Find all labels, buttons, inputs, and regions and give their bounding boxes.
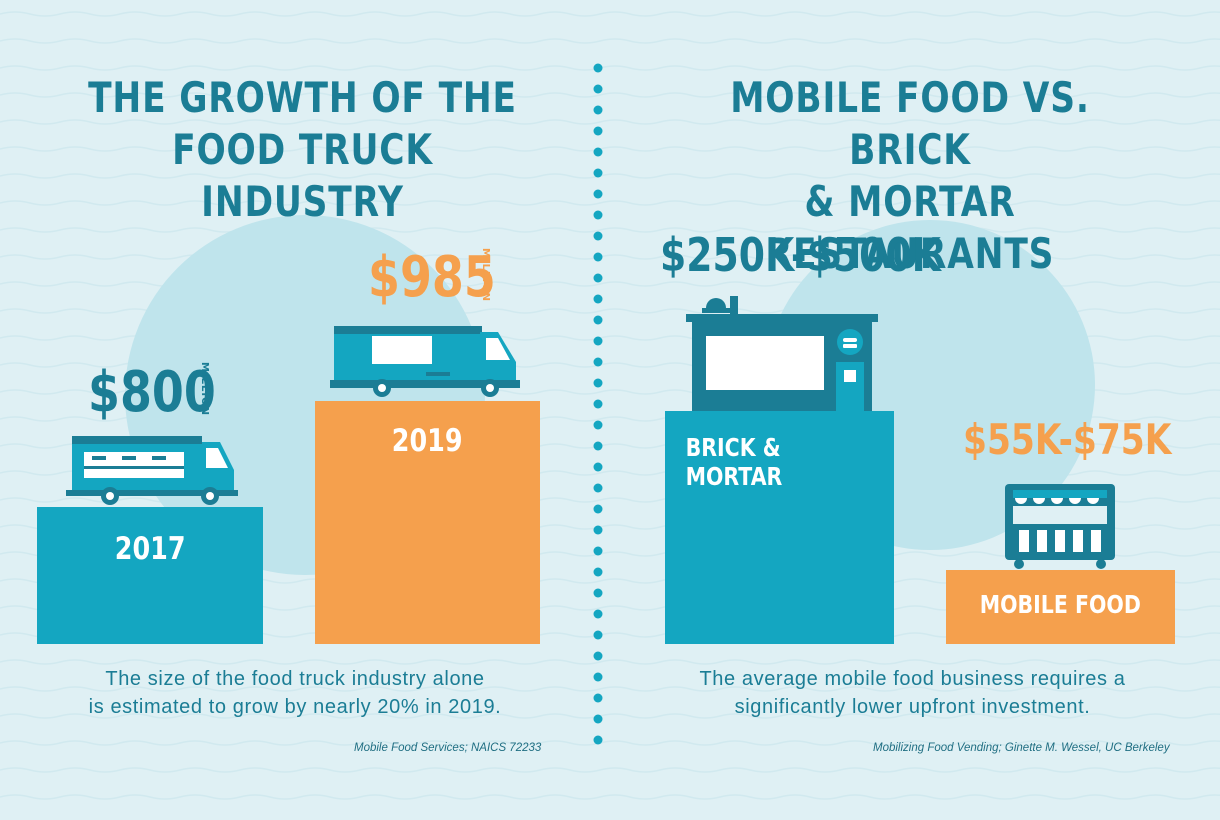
category-label-2019: 2019 bbox=[392, 423, 463, 459]
divider-dot bbox=[593, 567, 603, 577]
divider-dot bbox=[593, 504, 603, 514]
divider-dot bbox=[593, 84, 603, 94]
right-source: Mobilizing Food Vending; Ginette M. Wess… bbox=[873, 742, 1170, 754]
divider-dot bbox=[593, 483, 603, 493]
divider-dot bbox=[593, 420, 603, 430]
bar-2017: 2017 bbox=[37, 507, 263, 644]
wave-line bbox=[0, 794, 1220, 800]
divider-dot bbox=[593, 210, 603, 220]
divider-dot bbox=[593, 294, 603, 304]
wave-line bbox=[0, 200, 1220, 206]
category-label-2017: 2017 bbox=[114, 531, 186, 567]
divider-dot bbox=[593, 168, 603, 178]
wave-line bbox=[0, 686, 1220, 692]
divider-dot bbox=[593, 462, 603, 472]
divider-dot bbox=[593, 651, 603, 661]
divider-dot bbox=[593, 441, 603, 451]
divider-dot bbox=[593, 273, 603, 283]
wave-line bbox=[0, 65, 1220, 71]
unit-label-2019: MILLION bbox=[480, 248, 491, 303]
divider-dot bbox=[593, 378, 603, 388]
left-title: THE GROWTH OF THE FOOD TRUCK INDUSTRY bbox=[88, 73, 517, 226]
divider-dot bbox=[593, 546, 603, 556]
restaurant-building-icon bbox=[686, 296, 878, 412]
wave-line bbox=[0, 740, 1220, 746]
value-label-mobile-food: $55K-$75K bbox=[963, 415, 1172, 464]
divider-dot bbox=[593, 714, 603, 724]
divider-dot bbox=[593, 630, 603, 640]
divider-dot bbox=[593, 672, 603, 682]
wave-line bbox=[0, 92, 1220, 98]
value-label-brick-mortar: $250K-$500K bbox=[660, 228, 941, 282]
divider-dot bbox=[593, 126, 603, 136]
food-cart-icon bbox=[1005, 484, 1115, 569]
divider-dot bbox=[593, 63, 603, 73]
divider-dot bbox=[593, 357, 603, 367]
wave-line bbox=[0, 713, 1220, 719]
divider-dot bbox=[593, 609, 603, 619]
bar-brick-mortar: BRICK & MORTAR bbox=[665, 411, 894, 644]
category-label-mobile-food: MOBILE FOOD bbox=[979, 590, 1142, 619]
category-label-brick-mortar: BRICK & MORTAR bbox=[685, 433, 783, 491]
divider-dot bbox=[593, 252, 603, 262]
divider-dot bbox=[593, 315, 603, 325]
wave-line bbox=[0, 38, 1220, 44]
divider-dot bbox=[593, 189, 603, 199]
unit-label-2017: MILLION bbox=[199, 362, 210, 417]
wave-line bbox=[0, 146, 1220, 152]
divider-dot bbox=[593, 588, 603, 598]
left-caption: The size of the food truck industry alon… bbox=[88, 668, 502, 718]
divider-dot bbox=[593, 231, 603, 241]
wave-line bbox=[0, 173, 1220, 179]
right-title: MOBILE FOOD VS. BRICK & MORTAR RESTAURAN… bbox=[730, 73, 1090, 278]
dotted-divider bbox=[593, 63, 603, 745]
divider-dot bbox=[593, 336, 603, 346]
food-truck-icon bbox=[330, 326, 520, 397]
value-label-2019: $985 bbox=[368, 245, 496, 310]
divider-dot bbox=[593, 399, 603, 409]
wave-line bbox=[0, 767, 1220, 773]
bar-mobile-food: MOBILE FOOD bbox=[946, 570, 1175, 644]
divider-dot bbox=[593, 735, 603, 745]
divider-dot bbox=[593, 105, 603, 115]
wave-line bbox=[0, 227, 1220, 233]
value-label-2017: $800 bbox=[88, 360, 216, 425]
wave-line bbox=[0, 659, 1220, 665]
food-truck-icon bbox=[66, 436, 238, 505]
divider-dot bbox=[593, 525, 603, 535]
divider-dot bbox=[593, 147, 603, 157]
right-caption: The average mobile food business require… bbox=[699, 668, 1126, 718]
wave-line bbox=[0, 11, 1220, 17]
wave-line bbox=[0, 119, 1220, 125]
divider-dot bbox=[593, 693, 603, 703]
bar-2019: 2019 bbox=[315, 401, 540, 644]
left-source: Mobile Food Services; NAICS 72233 bbox=[354, 742, 542, 754]
